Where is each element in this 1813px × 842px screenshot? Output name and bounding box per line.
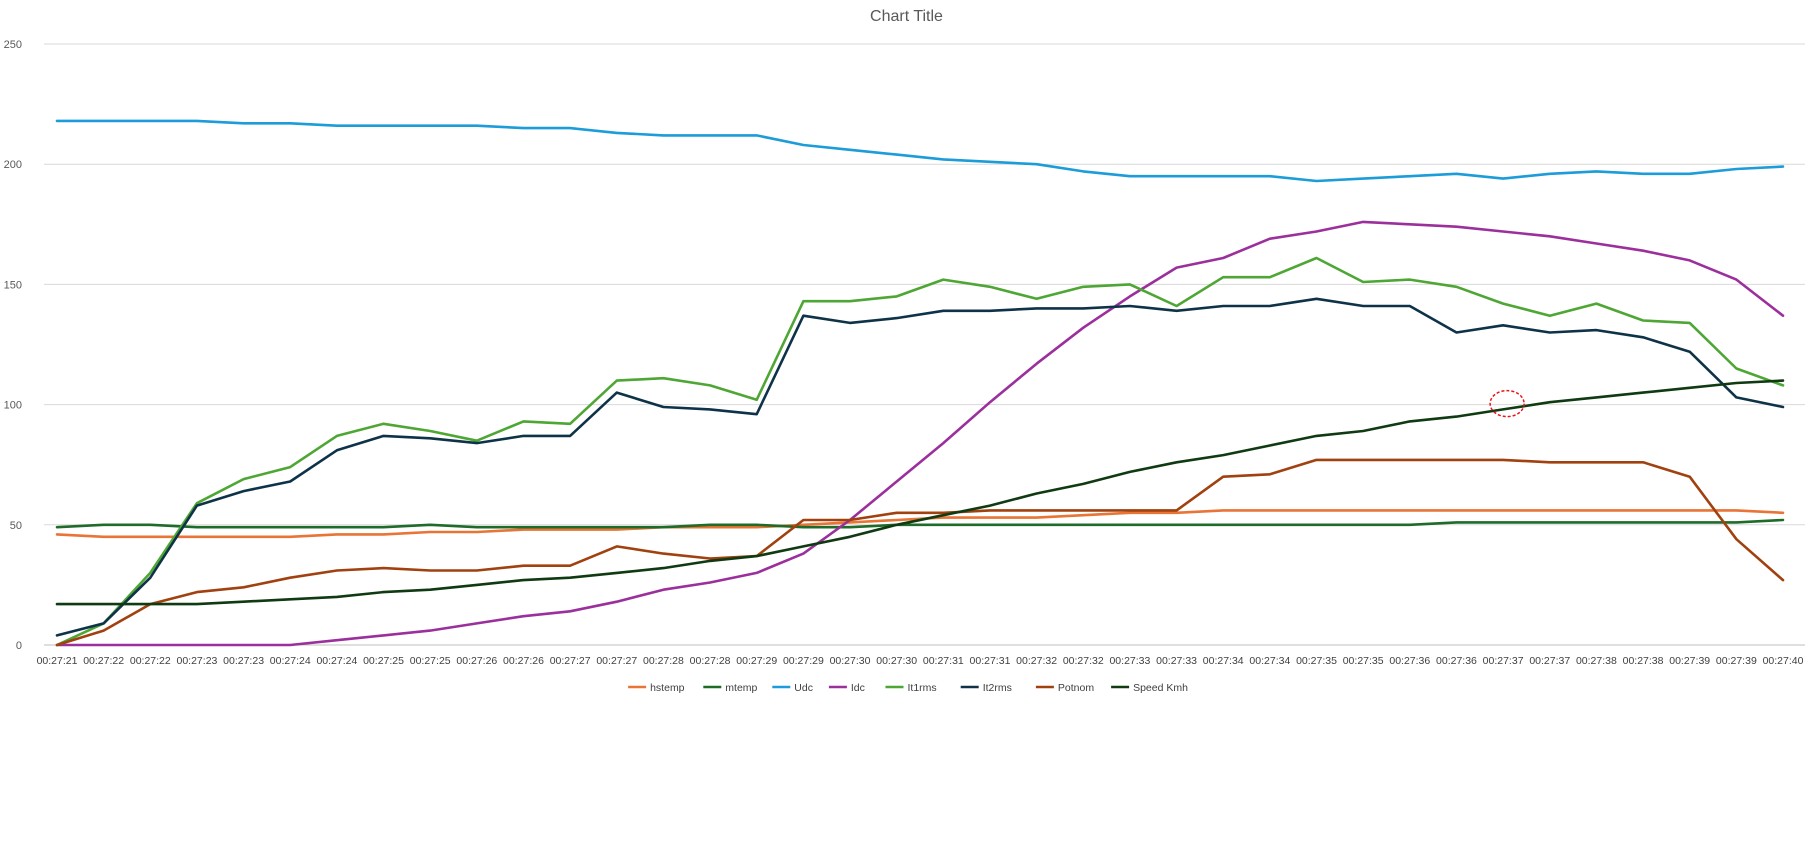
legend-item: Idc <box>828 682 865 694</box>
x-tick-label: 00:27:36 <box>1389 655 1430 667</box>
series-line-potnom <box>55 458 1785 647</box>
x-tick-label: 00:27:23 <box>223 655 264 667</box>
legend-item: It1rms <box>885 682 937 694</box>
chart-title: Chart Title <box>870 8 943 25</box>
series-line-udc <box>55 119 1785 183</box>
y-tick-label: 250 <box>4 39 22 51</box>
series-line-mtemp <box>55 518 1785 529</box>
x-tick-label: 00:27:35 <box>1296 655 1337 667</box>
legend-label: Idc <box>851 682 865 694</box>
legend-label: mtemp <box>725 682 757 694</box>
series-line-it1rms <box>55 256 1785 647</box>
x-tick-label: 00:27:32 <box>1016 655 1057 667</box>
legend-item: mtemp <box>703 682 758 694</box>
x-tick-label: 00:27:29 <box>783 655 824 667</box>
legend-label: It1rms <box>908 682 937 694</box>
x-tick-label: 00:27:29 <box>736 655 777 667</box>
x-tick-label: 00:27:30 <box>830 655 871 667</box>
x-tick-label: 00:27:38 <box>1576 655 1617 667</box>
x-tick-label: 00:27:34 <box>1249 655 1290 667</box>
x-tick-label: 00:27:34 <box>1203 655 1244 667</box>
legend-item: Speed Kmh <box>1111 682 1188 694</box>
y-axis-ticks: 0 50 100 150 200 250 <box>4 39 22 652</box>
legend-label: Potnom <box>1058 682 1094 694</box>
legend-item: It2rms <box>960 682 1012 694</box>
x-tick-label: 00:27:37 <box>1529 655 1570 667</box>
x-tick-label: 00:27:33 <box>1109 655 1150 667</box>
legend-label: Udc <box>794 682 813 694</box>
x-tick-label: 00:27:23 <box>177 655 218 667</box>
x-axis-ticks: 00:27:21 00:27:22 00:27:22 00:27:23 00:27:23… <box>37 655 1804 667</box>
x-tick-label: 00:27:25 <box>363 655 404 667</box>
x-tick-label: 00:27:35 <box>1343 655 1384 667</box>
x-tick-label: 00:27:27 <box>596 655 637 667</box>
x-tick-label: 00:27:39 <box>1669 655 1710 667</box>
legend-label: Speed Kmh <box>1133 682 1188 694</box>
x-tick-label: 00:27:24 <box>316 655 357 667</box>
x-tick-label: 00:27:31 <box>970 655 1011 667</box>
legend-item: hstemp <box>628 682 685 694</box>
annotations <box>1489 389 1525 418</box>
x-tick-label: 00:27:24 <box>270 655 311 667</box>
x-tick-label: 00:27:33 <box>1156 655 1197 667</box>
legend-label: It2rms <box>983 682 1012 694</box>
x-tick-label: 00:27:30 <box>876 655 917 667</box>
series-line-speed-kmh <box>55 379 1785 606</box>
y-tick-label: 150 <box>4 279 22 291</box>
x-tick-label: 00:27:26 <box>456 655 497 667</box>
y-tick-label: 200 <box>4 159 22 171</box>
annotation-circle <box>1489 389 1525 418</box>
x-tick-label: 00:27:28 <box>690 655 731 667</box>
legend-label: hstemp <box>650 682 685 694</box>
x-tick-label: 00:27:22 <box>83 655 124 667</box>
x-tick-label: 00:27:26 <box>503 655 544 667</box>
series-line-idc <box>55 220 1785 647</box>
series-line-it2rms <box>55 297 1785 637</box>
x-tick-label: 00:27:38 <box>1623 655 1664 667</box>
x-tick-label: 00:27:31 <box>923 655 964 667</box>
x-tick-label: 00:27:37 <box>1483 655 1524 667</box>
series-lines <box>55 119 1785 647</box>
x-tick-label: 00:27:39 <box>1716 655 1757 667</box>
gridlines <box>44 43 1805 646</box>
legend-item: Potnom <box>1035 682 1094 694</box>
x-tick-label: 00:27:40 <box>1763 655 1804 667</box>
x-tick-label: 00:27:22 <box>130 655 171 667</box>
x-tick-label: 00:27:21 <box>37 655 78 667</box>
legend: hstemp mtemp Udc Idc It1rms It2rms Potnom Speed… <box>628 682 1188 694</box>
legend-item: Udc <box>772 682 813 694</box>
y-tick-label: 50 <box>10 520 22 532</box>
y-tick-label: 100 <box>4 400 22 412</box>
x-tick-label: 00:27:28 <box>643 655 684 667</box>
x-tick-label: 00:27:27 <box>550 655 591 667</box>
x-tick-label: 00:27:32 <box>1063 655 1104 667</box>
x-tick-label: 00:27:36 <box>1436 655 1477 667</box>
y-tick-label: 0 <box>16 640 22 652</box>
x-tick-label: 00:27:25 <box>410 655 451 667</box>
